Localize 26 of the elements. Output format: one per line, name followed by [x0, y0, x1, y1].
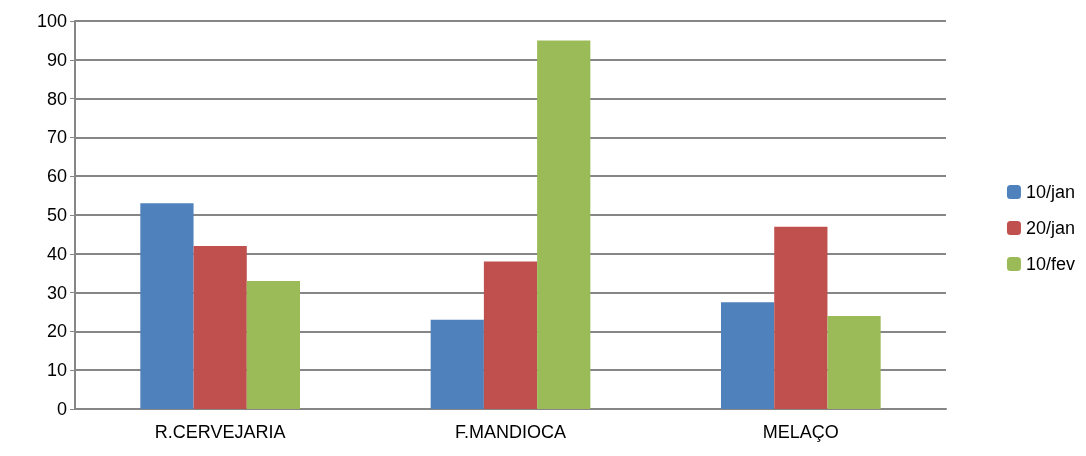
bar: [246, 280, 301, 409]
y-tick-label: 90: [46, 49, 67, 70]
bar: [483, 261, 538, 409]
y-tick-label: 40: [46, 243, 67, 264]
y-tick-label: 30: [46, 282, 67, 303]
bar: [774, 226, 828, 409]
bar: [537, 40, 591, 409]
x-tick-label: MELAÇO: [762, 422, 839, 442]
bar: [193, 246, 247, 409]
legend-label: 10/fev: [1025, 254, 1075, 274]
x-tick-label: F.MANDIOCA: [454, 422, 567, 442]
bar: [827, 315, 881, 409]
x-tick-label: R.CERVEJARIA: [154, 422, 286, 442]
y-tick-label: 100: [36, 11, 67, 31]
y-tick-label: 0: [56, 399, 67, 419]
legend-label: 10/jan: [1025, 182, 1075, 202]
y-tick-label: 70: [46, 127, 67, 148]
y-tick-label: 60: [46, 166, 67, 187]
legend-label: 20/jan: [1025, 218, 1075, 238]
y-tick-label: 20: [46, 321, 67, 342]
y-tick-label: 10: [46, 360, 67, 381]
y-tick-label: 80: [46, 88, 67, 109]
bar: [430, 319, 484, 409]
bar: [140, 203, 194, 409]
bar: [720, 302, 775, 409]
y-tick-label: 50: [46, 205, 67, 225]
